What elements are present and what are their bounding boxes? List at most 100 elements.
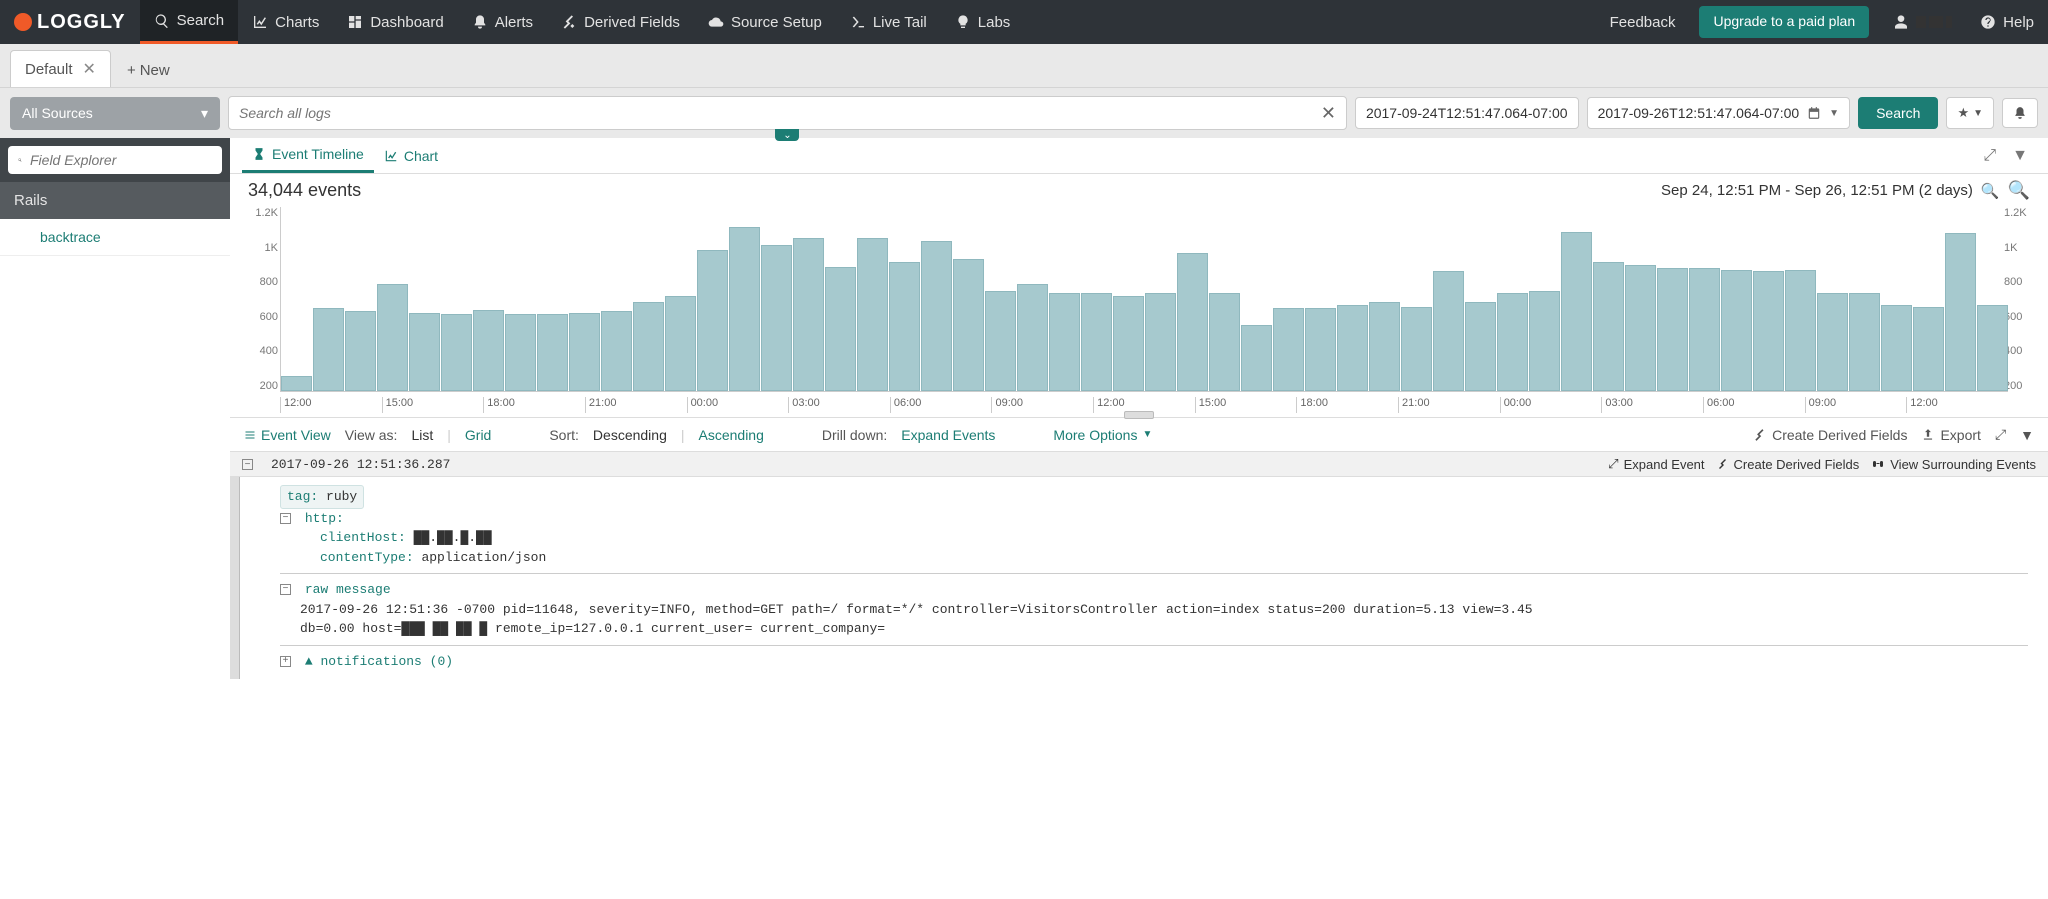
chart-bar[interactable]	[1753, 271, 1784, 391]
chart-bar[interactable]	[857, 238, 888, 391]
chart-bar[interactable]	[921, 241, 952, 391]
chart-bar[interactable]	[1177, 253, 1208, 391]
sidebar-section-rails[interactable]: Rails	[0, 182, 230, 219]
chart-bar[interactable]	[1145, 293, 1176, 391]
contenttype-key[interactable]: contentType:	[320, 550, 414, 565]
nav-derived-fields[interactable]: Derived Fields	[547, 0, 694, 44]
field-explorer-input[interactable]	[30, 152, 212, 168]
chart-bar[interactable]	[761, 245, 792, 391]
tag-pill[interactable]: tag: ruby	[280, 485, 364, 509]
favorite-button[interactable]: ★ ▼	[1946, 97, 1994, 129]
zoom-out-icon[interactable]: 🔍	[1981, 182, 2000, 200]
date-from[interactable]: 2017-09-24T12:51:47.064-07:00	[1355, 97, 1579, 129]
chart-bar[interactable]	[345, 311, 376, 391]
event-view-button[interactable]: Event View	[244, 427, 331, 443]
chart-bar[interactable]	[665, 296, 696, 391]
chart-bar[interactable]	[377, 284, 408, 391]
chart-bar[interactable]	[1081, 293, 1112, 391]
chart-menu-button[interactable]: ▼	[2004, 143, 2036, 169]
nav-labs[interactable]: Labs	[941, 0, 1025, 44]
nav-feedback[interactable]: Feedback	[1596, 0, 1690, 44]
date-to[interactable]: 2017-09-26T12:51:47.064-07:00 ▼	[1587, 97, 1851, 129]
more-options[interactable]: More Options ▼	[1053, 427, 1152, 443]
chart-bar[interactable]	[537, 314, 568, 391]
chart-bar[interactable]	[1433, 271, 1464, 391]
chart-bar[interactable]	[633, 302, 664, 391]
nav-dashboard[interactable]: Dashboard	[333, 0, 457, 44]
chart-bar[interactable]	[1849, 293, 1880, 391]
chart-bar[interactable]	[1209, 293, 1240, 391]
view-surrounding-button[interactable]: View Surrounding Events	[1871, 457, 2036, 472]
chart-bar[interactable]	[569, 313, 600, 391]
chart-bar[interactable]	[1721, 270, 1752, 391]
create-derived-button[interactable]: Create Derived Fields	[1717, 457, 1860, 472]
notifications-button[interactable]	[2002, 98, 2038, 128]
chart-bar[interactable]	[1689, 268, 1720, 391]
chart-bar[interactable]	[1465, 302, 1496, 391]
expand-event-button[interactable]: ⤢ Expand Event	[1608, 456, 1704, 472]
chart-plot[interactable]	[280, 207, 2008, 392]
chart-bar[interactable]	[697, 250, 728, 391]
chart-bar[interactable]	[313, 308, 344, 391]
chart-bar[interactable]	[1049, 293, 1080, 391]
collapse-toggle[interactable]: −	[242, 459, 253, 470]
chart-bar[interactable]	[953, 259, 984, 391]
chart-bar[interactable]	[1369, 302, 1400, 391]
expand-events[interactable]: Expand Events	[901, 427, 995, 443]
chart-bar[interactable]	[1817, 293, 1848, 391]
chart-bar[interactable]	[1529, 291, 1560, 391]
chart-bar[interactable]	[473, 310, 504, 391]
chart-bar[interactable]	[1945, 233, 1976, 391]
chart-bar[interactable]	[729, 227, 760, 391]
brand-logo[interactable]: LOGGLY	[0, 0, 140, 44]
clear-search-icon[interactable]: ✕	[1321, 103, 1336, 124]
search-button[interactable]: Search	[1858, 97, 1938, 129]
close-icon[interactable]: ✕	[83, 59, 96, 79]
chart-bar[interactable]	[985, 291, 1016, 391]
new-tab-button[interactable]: + New	[115, 54, 182, 87]
expand-toggle[interactable]: +	[280, 656, 291, 667]
upgrade-button[interactable]: Upgrade to a paid plan	[1699, 6, 1869, 38]
chart-bar[interactable]	[1593, 262, 1624, 391]
sort-asc[interactable]: Ascending	[699, 427, 764, 443]
chart-bar[interactable]	[825, 267, 856, 391]
view-grid[interactable]: Grid	[465, 427, 491, 443]
nav-live-tail[interactable]: Live Tail	[836, 0, 941, 44]
expand-search-handle[interactable]: ⌄	[775, 129, 799, 141]
sources-dropdown[interactable]: All Sources ▾	[10, 97, 220, 130]
create-derived-fields-button[interactable]: Create Derived Fields	[1753, 427, 1907, 443]
chart-bar[interactable]	[1561, 232, 1592, 391]
chart-bar[interactable]	[1881, 305, 1912, 391]
chart-bar[interactable]	[1977, 305, 2008, 391]
collapse-toggle[interactable]: −	[280, 584, 291, 595]
search-input[interactable]	[239, 105, 1321, 121]
event-resize-handle[interactable]	[230, 477, 240, 679]
menu-button[interactable]: ▼	[2020, 427, 2034, 443]
export-button[interactable]: Export	[1921, 427, 1980, 443]
chart-bar[interactable]	[793, 238, 824, 391]
tab-event-timeline[interactable]: Event Timeline	[242, 138, 374, 173]
chart-bar[interactable]	[1305, 308, 1336, 391]
chart-bar[interactable]	[281, 376, 312, 391]
expand-chart-button[interactable]: ⤢	[1975, 143, 2004, 169]
chart-bar[interactable]	[1625, 265, 1656, 391]
chart-resize-handle[interactable]	[1124, 411, 1154, 419]
chart-bar[interactable]	[1241, 325, 1272, 391]
raw-message-label[interactable]: raw message	[305, 582, 391, 597]
expand-button[interactable]: ⤢	[1995, 426, 2006, 443]
chart-bar[interactable]	[1913, 307, 1944, 391]
view-list[interactable]: List	[411, 427, 433, 443]
chart-bar[interactable]	[1273, 308, 1304, 391]
chart-bar[interactable]	[441, 314, 472, 391]
notifications-label[interactable]: notifications (0)	[320, 654, 453, 669]
chart-bar[interactable]	[1337, 305, 1368, 391]
collapse-toggle[interactable]: −	[280, 513, 291, 524]
chart-bar[interactable]	[1657, 268, 1688, 391]
clienthost-key[interactable]: clientHost:	[320, 530, 406, 545]
chart-bar[interactable]	[409, 313, 440, 391]
chart-bar[interactable]	[1785, 270, 1816, 391]
tab-default[interactable]: Default ✕	[10, 50, 111, 87]
sort-desc[interactable]: Descending	[593, 427, 667, 443]
sidebar-item-backtrace[interactable]: backtrace	[0, 219, 230, 256]
tab-chart[interactable]: Chart	[374, 140, 448, 172]
